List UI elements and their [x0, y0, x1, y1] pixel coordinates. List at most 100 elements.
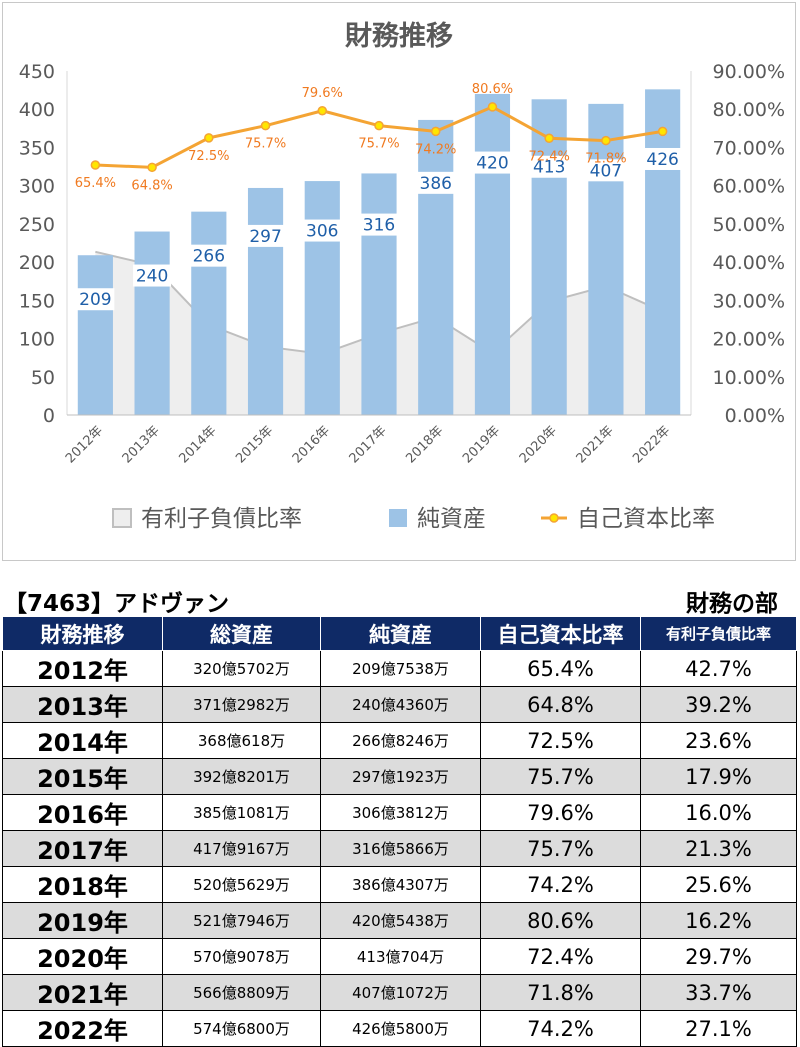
- line-data-label: 65.4%: [75, 176, 116, 191]
- y-axis-tick-label: 0: [43, 405, 55, 427]
- bar-net-assets: [474, 93, 511, 415]
- cell-year: 2020年: [2, 938, 163, 975]
- y2-axis-tick-label: 50.00%: [713, 214, 785, 236]
- bar-net-assets: [361, 173, 397, 415]
- bar-data-label: 407: [590, 161, 622, 181]
- cell-total-assets: 371億2982万: [162, 686, 321, 723]
- table-header-row: 財務推移 総資産 純資産 自己資本比率 有利子負債比率: [2, 616, 797, 651]
- x-axis-tick-label: 2016年: [290, 423, 333, 466]
- cell-total-assets: 417億9167万: [162, 830, 321, 867]
- bar-data-label: 413: [533, 158, 565, 178]
- cell-equity-ratio: 65.4%: [480, 650, 641, 687]
- line-marker: [374, 120, 384, 131]
- cell-net-assets: 407億1072万: [320, 974, 481, 1011]
- bar-net-assets: [134, 231, 170, 415]
- table-row: 2018年 520億5629万 386億4307万 74.2% 25.6%: [2, 866, 797, 903]
- y-axis-tick-label: 100: [19, 329, 55, 351]
- x-axis-tick-label: 2018年: [403, 423, 446, 466]
- line-marker: [147, 162, 157, 173]
- finance-table: 財務推移 総資産 純資産 自己資本比率 有利子負債比率 2012年 320億570…: [2, 616, 797, 1047]
- y2-axis-tick-label: 0.00%: [725, 405, 785, 427]
- x-axis-tick-label: 2012年: [63, 423, 106, 466]
- legend-swatch-equity-marker: [549, 513, 559, 523]
- table-row: 2015年 392億8201万 297億1923万 75.7% 17.9%: [2, 758, 797, 795]
- bar-net-assets: [191, 211, 227, 415]
- x-axis-tick-label: 2021年: [574, 423, 617, 466]
- bar-data-label: 306: [306, 222, 338, 242]
- bar-net-assets: [304, 181, 340, 415]
- cell-equity-ratio: 80.6%: [480, 902, 641, 939]
- y2-axis-tick-label: 90.00%: [713, 61, 785, 83]
- cell-net-assets: 240億4360万: [320, 686, 481, 723]
- legend-swatch-net-assets: [389, 509, 407, 527]
- bar-label-box: [76, 288, 115, 311]
- cell-equity-ratio: 75.7%: [480, 758, 641, 795]
- chart-title: 財務推移: [345, 21, 453, 52]
- y-axis-tick-label: 400: [19, 99, 55, 121]
- bar-label-box: [416, 171, 455, 194]
- section-title: 財務の部: [686, 591, 778, 617]
- y-axis-tick-label: 50: [31, 367, 55, 389]
- header-equity-ratio: 自己資本比率: [480, 616, 641, 651]
- y2-axis-tick-label: 30.00%: [713, 290, 785, 312]
- cell-equity-ratio: 72.4%: [480, 938, 641, 975]
- line-data-label: 79.6%: [302, 86, 343, 101]
- cell-net-assets: 306億3812万: [320, 794, 481, 831]
- line-data-label: 75.7%: [358, 137, 399, 152]
- bar-data-label: 426: [646, 150, 678, 170]
- y2-axis-tick-label: 80.00%: [713, 99, 785, 121]
- table-row: 2019年 521億7946万 420億5438万 80.6% 16.2%: [2, 902, 797, 939]
- chart-panel: 財務推移 0 50 100 150 200 250 300 350 400 450 0.00% 10.0…: [2, 2, 796, 561]
- table-row: 2020年 570億9078万 413億704万 72.4% 29.7%: [2, 938, 797, 975]
- bar-label-box: [133, 264, 172, 287]
- table-row: 2016年 385億1081万 306億3812万 79.6% 16.0%: [2, 794, 797, 831]
- cell-total-assets: 570億9078万: [162, 938, 321, 975]
- x-axis-tick-label: 2019年: [460, 423, 503, 466]
- y-axis-tick-label: 250: [19, 214, 55, 236]
- cell-year: 2013年: [2, 686, 163, 723]
- legend-label-debt-ratio: 有利子負債比率: [141, 506, 302, 532]
- bar-data-label: 420: [476, 154, 508, 174]
- cell-net-assets: 297億1923万: [320, 758, 481, 795]
- table-row: 2021年 566億8809万 407億1072万 71.8% 33.7%: [2, 974, 797, 1011]
- cell-net-assets: 420億5438万: [320, 902, 481, 939]
- line-marker: [487, 102, 498, 112]
- cell-year: 2012年: [2, 650, 163, 687]
- cell-equity-ratio: 74.2%: [480, 1010, 641, 1047]
- line-marker: [317, 106, 328, 116]
- cell-year: 2014年: [2, 722, 163, 759]
- cell-equity-ratio: 74.2%: [480, 866, 641, 903]
- line-data-label: 74.2%: [415, 142, 456, 157]
- cell-net-assets: 266億8246万: [320, 722, 481, 759]
- table-row: 2012年 320億5702万 209億7538万 65.4% 42.7%: [2, 650, 797, 687]
- line-data-label: 72.5%: [188, 149, 229, 164]
- bar-label-box: [360, 213, 398, 236]
- cell-year: 2019年: [2, 902, 163, 939]
- bar-label-box: [246, 224, 285, 247]
- cell-total-assets: 521億7946万: [162, 902, 321, 939]
- cell-debt-ratio: 21.3%: [640, 830, 797, 867]
- cell-debt-ratio: 25.6%: [640, 866, 797, 903]
- cell-year: 2016年: [2, 794, 163, 831]
- line-data-label: 80.6%: [472, 82, 513, 97]
- line-marker: [90, 160, 101, 170]
- series-area-debt-ratio: [95, 251, 663, 415]
- cell-debt-ratio: 33.7%: [640, 974, 797, 1011]
- line-marker: [430, 126, 441, 137]
- header-net-assets: 純資産: [320, 616, 481, 651]
- bar-net-assets: [531, 99, 567, 415]
- cell-total-assets: 368億618万: [162, 722, 321, 759]
- bar-label-box: [586, 159, 625, 182]
- y-axis-tick-label: 450: [19, 61, 55, 83]
- bar-label-box: [473, 151, 512, 174]
- legend-label-equity-ratio: 自己資本比率: [577, 506, 715, 532]
- line-data-label: 72.4%: [529, 149, 570, 164]
- header-total-assets: 総資産: [162, 616, 321, 651]
- bar-data-label: 297: [249, 227, 281, 247]
- cell-debt-ratio: 27.1%: [640, 1010, 797, 1047]
- y-axis-tick-label: 350: [19, 137, 55, 159]
- line-data-label: 75.7%: [245, 137, 286, 152]
- bar-label-box: [189, 244, 228, 267]
- x-axis-tick-label: 2013年: [120, 423, 163, 466]
- header-period: 財務推移: [2, 616, 163, 651]
